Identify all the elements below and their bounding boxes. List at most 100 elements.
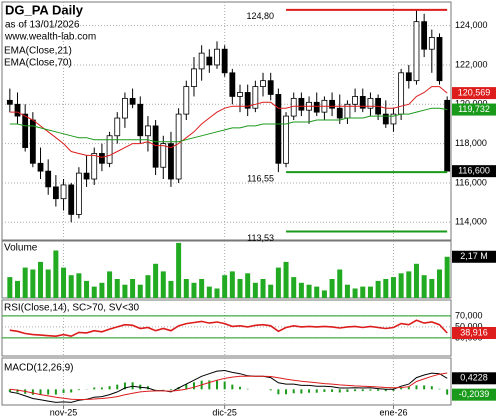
volume-bar: [91, 286, 97, 298]
histogram-bar: [346, 389, 349, 392]
volume-bar: [214, 288, 220, 298]
value-tag: [452, 388, 496, 401]
candle-body: [106, 135, 113, 164]
histogram-bar: [77, 389, 80, 391]
candle-body: [45, 170, 52, 188]
candle-body: [260, 80, 266, 87]
histogram-bar: [223, 381, 226, 390]
volume-bar: [375, 280, 381, 298]
candle-body: [405, 72, 412, 82]
candle-body: [298, 97, 305, 111]
candle-body: [83, 172, 90, 180]
value-tag: [452, 372, 496, 385]
histogram-bar: [185, 384, 188, 390]
y-tick-label: 124,000: [455, 20, 488, 30]
y-tick-label: 114,000: [455, 217, 487, 227]
volume-bar: [367, 286, 373, 298]
candle-body: [390, 113, 397, 125]
level-label: 124,80: [247, 11, 275, 21]
candle-body: [206, 56, 213, 66]
volume-bar: [406, 271, 412, 298]
volume-bar: [398, 273, 404, 298]
histogram-bar: [246, 388, 249, 390]
volume-bar: [68, 275, 74, 298]
candle-body: [290, 97, 297, 117]
histogram-bar: [400, 388, 403, 390]
candle-body: [421, 21, 428, 50]
candle-body: [413, 21, 420, 82]
candle-body: [252, 86, 259, 109]
volume-bar: [176, 242, 182, 298]
volume-bar: [107, 271, 113, 298]
x-tick-label: ene-26: [379, 407, 407, 417]
histogram-bar: [369, 389, 372, 391]
series-line: [9, 86, 448, 158]
histogram-bar: [39, 389, 42, 395]
volume-bar: [390, 277, 396, 298]
histogram-bar: [54, 389, 57, 395]
panel-title: MACD(12,26,9): [4, 363, 73, 374]
volume-bar: [360, 286, 366, 298]
candle-body: [145, 125, 151, 137]
volume-bar: [444, 256, 450, 298]
histogram-bar: [423, 385, 426, 390]
candle-body: [444, 99, 451, 172]
histogram-bar: [100, 387, 103, 390]
legend-entry: EMA(Close,21): [4, 46, 72, 57]
volume-bar: [160, 271, 166, 298]
value-tag: [452, 103, 496, 116]
candle-body: [221, 48, 228, 74]
histogram-bar: [384, 389, 387, 392]
histogram-bar: [215, 380, 218, 390]
value-tag-label: -0,2039: [459, 389, 490, 399]
histogram-bar: [277, 389, 280, 395]
volume-bar: [191, 282, 197, 298]
histogram-bar: [93, 387, 96, 390]
candle-body: [175, 113, 182, 180]
panel-frame: [1, 299, 452, 357]
volume-bar: [252, 282, 258, 298]
volume-bar: [145, 275, 151, 298]
series-line: [9, 107, 448, 143]
volume-bar: [337, 269, 343, 298]
histogram-bar: [269, 389, 272, 391]
panel-frame: [1, 357, 452, 406]
volume-bar: [38, 261, 44, 298]
volume-bar: [283, 261, 289, 298]
value-tag-label: 120,569: [458, 87, 491, 97]
legend-entry: EMA(Close,70): [4, 58, 72, 69]
volume-bar: [260, 279, 266, 298]
volume-bar: [30, 269, 36, 298]
volume-bar: [114, 279, 120, 298]
volume-bar: [15, 280, 21, 298]
value-tag-label: 38,916: [460, 327, 488, 337]
candle-body: [283, 115, 289, 164]
histogram-bar: [123, 382, 126, 390]
candle-body: [68, 184, 75, 215]
candle-body: [214, 48, 220, 66]
volume-bar: [298, 282, 304, 298]
volume-bar: [199, 279, 205, 298]
volume-bar: [383, 279, 389, 298]
series-line: [9, 372, 448, 400]
value-tag: [452, 250, 496, 263]
histogram-bar: [116, 384, 119, 390]
level-label: 116,55: [247, 174, 274, 184]
y-tick-label: 116,000: [455, 177, 487, 187]
histogram-bar: [8, 389, 11, 392]
candle-body: [352, 96, 358, 105]
volume-bar: [61, 267, 67, 298]
volume-bar: [275, 267, 281, 298]
candle-body: [91, 153, 98, 180]
histogram-bar: [62, 389, 65, 393]
volume-bar: [53, 250, 59, 298]
histogram-bar: [208, 380, 211, 390]
candle-body: [183, 86, 190, 115]
volume-bar: [436, 269, 442, 298]
y-tick-label: 70,000: [455, 310, 483, 320]
candle-body: [114, 117, 121, 137]
candle-body: [22, 113, 29, 148]
histogram-bar: [192, 382, 195, 390]
candle-body: [198, 52, 205, 70]
histogram-bar: [361, 389, 364, 392]
